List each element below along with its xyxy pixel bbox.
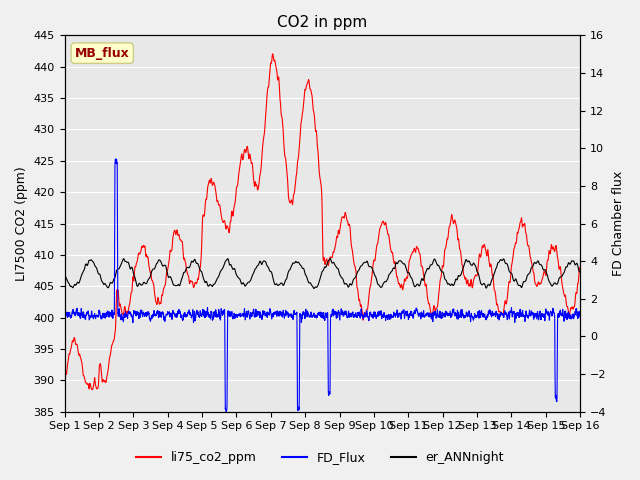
Text: MB_flux: MB_flux bbox=[75, 47, 129, 60]
Y-axis label: FD Chamber flux: FD Chamber flux bbox=[612, 171, 625, 276]
Y-axis label: LI7500 CO2 (ppm): LI7500 CO2 (ppm) bbox=[15, 166, 28, 281]
Title: CO2 in ppm: CO2 in ppm bbox=[277, 15, 367, 30]
Legend: li75_co2_ppm, FD_Flux, er_ANNnight: li75_co2_ppm, FD_Flux, er_ANNnight bbox=[131, 446, 509, 469]
